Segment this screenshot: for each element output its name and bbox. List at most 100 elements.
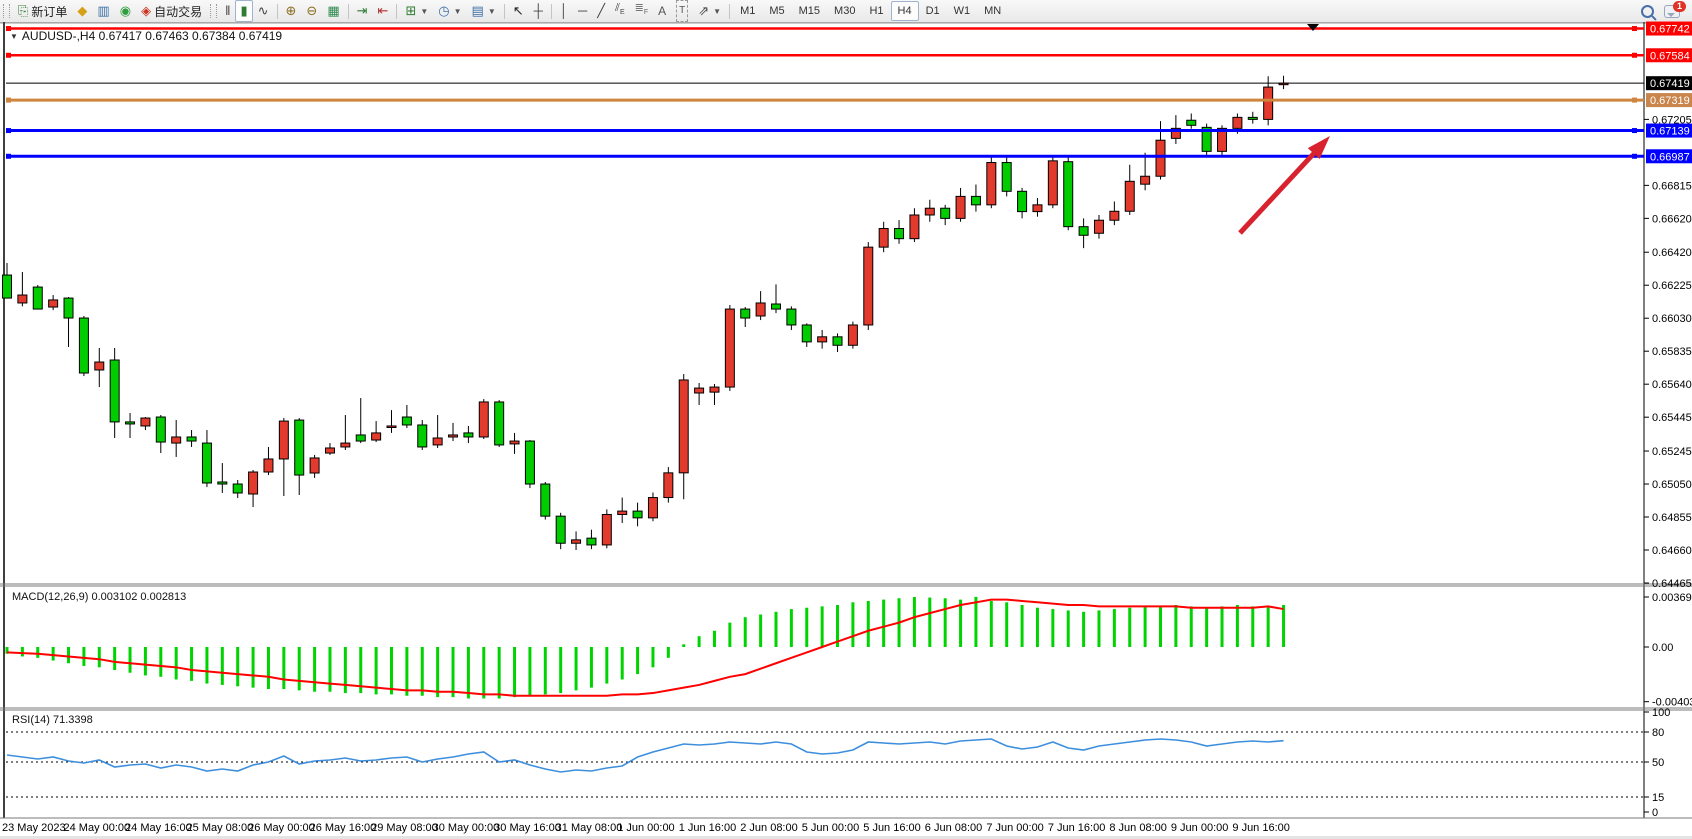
candle-body	[771, 303, 781, 310]
candle-body	[1063, 161, 1074, 228]
chart-menu-icon[interactable]: ▼	[10, 32, 18, 41]
candle-body	[309, 457, 320, 474]
zoom-in-button[interactable]: ⊕	[281, 0, 302, 22]
macd-indicator-label: MACD(12,26,9) 0.003102 0.002813	[12, 591, 187, 603]
horizontal-line-icon: ─	[578, 3, 588, 18]
timeframe-mn[interactable]: MN	[984, 5, 1002, 17]
auto-scroll-button[interactable]: ⇥	[352, 0, 373, 22]
svg-text:15: 15	[1652, 792, 1664, 804]
line-chart-icon: ∿	[257, 3, 269, 18]
timeframe-h1[interactable]: H1	[869, 5, 884, 17]
text-button[interactable]: A	[653, 0, 671, 22]
candle-body	[986, 162, 997, 206]
svg-text:25 May 08:00: 25 May 08:00	[187, 822, 254, 834]
tile-windows-icon: ▦	[327, 3, 340, 18]
text-label-icon: T	[676, 0, 689, 22]
search-icon[interactable]	[1641, 4, 1654, 18]
timeframe-d1[interactable]: D1	[925, 5, 940, 17]
hline-anchor	[6, 52, 11, 58]
candle-body	[417, 424, 428, 448]
chart-shift-button[interactable]: ⇤	[373, 0, 394, 22]
svg-text:26 May 00:00: 26 May 00:00	[248, 822, 315, 834]
hline-anchor	[6, 153, 11, 159]
candle-body	[878, 228, 889, 248]
auto-scroll-icon: ⇥	[356, 3, 368, 18]
candlestick-mode-button[interactable]: ▮	[235, 0, 253, 22]
timeframe-h4[interactable]: H4	[890, 1, 919, 21]
candle-body	[140, 417, 151, 427]
chart-title: ▼ AUDUSD-,H4 0.67417 0.67463 0.67384 0.67…	[10, 29, 282, 43]
candle-body	[909, 214, 920, 240]
timeframe-m5[interactable]: M5	[769, 5, 785, 17]
svg-text:2 Jun 08:00: 2 Jun 08:00	[740, 822, 798, 834]
candle-body	[617, 510, 628, 515]
svg-text:0.66815: 0.66815	[1652, 180, 1692, 192]
arrows-button[interactable]: ⇗ ▼	[693, 0, 726, 22]
bar-chart-mode-button[interactable]: ‖	[220, 0, 235, 22]
timeframe-w1[interactable]: W1	[953, 5, 971, 17]
periods-button[interactable]: ◷ ▼	[433, 0, 466, 22]
line-chart-mode-button[interactable]: ∿	[253, 0, 274, 22]
svg-text:29 May 08:00: 29 May 08:00	[371, 822, 438, 834]
svg-text:80: 80	[1652, 727, 1664, 739]
candle-body	[401, 416, 412, 426]
candle-body	[694, 387, 705, 394]
vertical-line-button[interactable]: │	[555, 0, 573, 22]
horizontal-line-button[interactable]: ─	[573, 0, 592, 22]
svg-text:0.66225: 0.66225	[1652, 280, 1692, 292]
svg-text:26 May 16:00: 26 May 16:00	[310, 822, 377, 834]
new-order-label: 新订单	[31, 4, 68, 19]
candle-body	[894, 228, 905, 240]
price-axis-ticks: 0.67205 0.66815 0.66620 0.66420 0.66225 0.660…	[1644, 114, 1692, 590]
equidistant-channel-button[interactable]: ⫽E	[610, 0, 630, 22]
quotes-button[interactable]: ◆	[72, 0, 92, 22]
candle-body	[970, 195, 981, 206]
tile-windows-button[interactable]: ▦	[322, 0, 344, 22]
cursor-button[interactable]: ↖	[508, 0, 529, 22]
fibonacci-button[interactable]: ≣F	[630, 0, 654, 22]
autotrading-button[interactable]: ◈ 自动交易	[136, 0, 207, 22]
svg-text:0.64465: 0.64465	[1652, 578, 1692, 590]
svg-text:5 Jun 00:00: 5 Jun 00:00	[802, 822, 860, 834]
rsi-axis-labels: 100 80 50 15 0	[1644, 707, 1670, 819]
bar-chart-icon: ‖	[225, 3, 231, 18]
toolbar-separator	[396, 3, 398, 19]
candle-body	[201, 442, 212, 484]
new-order-button[interactable]: ⎘ 新订单	[13, 0, 72, 22]
candle-body	[248, 471, 259, 495]
candle-body	[432, 437, 443, 446]
candle-body	[1263, 86, 1274, 120]
svg-text:7 Jun 00:00: 7 Jun 00:00	[986, 822, 1044, 834]
svg-text:50: 50	[1652, 757, 1664, 769]
notifications-icon[interactable]: 1	[1664, 0, 1686, 18]
macd-axis-labels: 0.003691 0.00 -0.004037	[1644, 592, 1692, 709]
indicators-button[interactable]: ⊞ ▼	[400, 0, 433, 22]
hline-anchor	[6, 97, 11, 103]
svg-text:6 Jun 08:00: 6 Jun 08:00	[925, 822, 983, 834]
candle-body	[94, 361, 105, 371]
vertical-line-icon: │	[559, 3, 568, 18]
templates-button[interactable]: ▤ ▼	[467, 0, 501, 22]
annotation-arrow[interactable]	[1238, 136, 1330, 235]
trendline-button[interactable]: ╱	[592, 0, 610, 22]
crosshair-button[interactable]: ┼	[529, 0, 548, 22]
timeframe-m1[interactable]: M1	[740, 5, 756, 17]
quotes-icon: ◆	[77, 3, 88, 18]
zoom-out-button[interactable]: ⊖	[301, 0, 322, 22]
candle-body	[709, 386, 720, 393]
svg-text:0.003691: 0.003691	[1652, 592, 1692, 604]
price-badges: 0.67742 0.67584 0.67419 0.67319 0.67139 0.669…	[1646, 21, 1692, 164]
text-label-button[interactable]: T	[671, 0, 693, 22]
svg-text:0.65445: 0.65445	[1652, 412, 1692, 424]
timeframe-m30[interactable]: M30	[834, 5, 856, 17]
hline-anchor	[6, 26, 11, 32]
timeframe-m15[interactable]: M15	[798, 5, 821, 17]
candle-body	[1047, 160, 1058, 206]
candle-body	[63, 297, 74, 319]
horizontal-lines[interactable]	[6, 26, 1644, 159]
charts-button[interactable]: ▥	[92, 0, 114, 22]
signals-button[interactable]: ◉	[115, 0, 136, 22]
svg-text:0.66620: 0.66620	[1652, 213, 1692, 225]
toolbar-grip	[3, 4, 10, 18]
